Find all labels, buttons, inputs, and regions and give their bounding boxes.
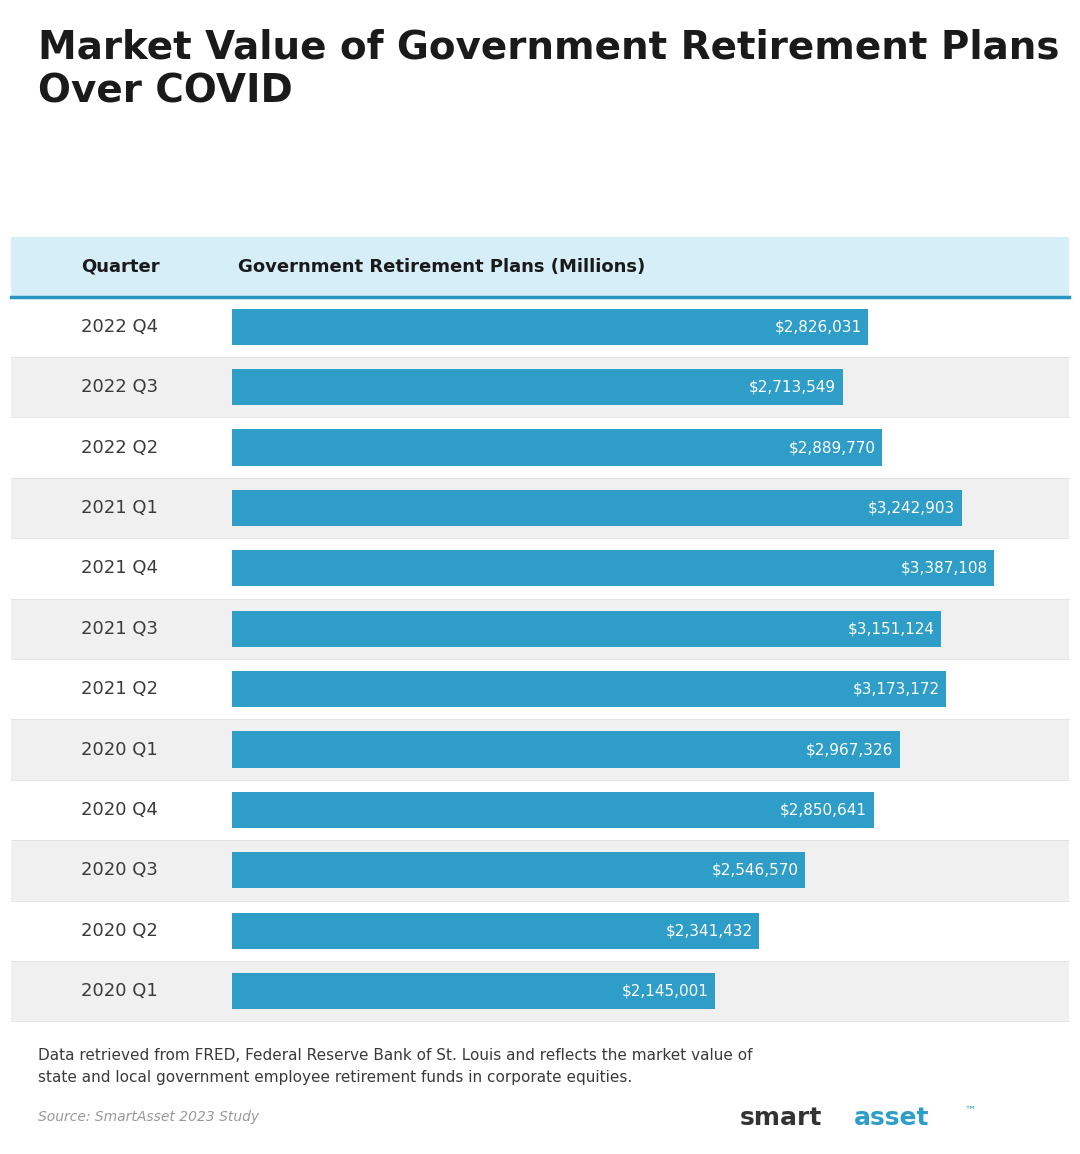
FancyBboxPatch shape bbox=[11, 659, 1069, 719]
FancyBboxPatch shape bbox=[11, 538, 1069, 599]
Text: 2020 Q1: 2020 Q1 bbox=[81, 741, 158, 758]
FancyBboxPatch shape bbox=[11, 297, 1069, 357]
Text: 2020 Q1: 2020 Q1 bbox=[81, 982, 158, 1001]
FancyBboxPatch shape bbox=[232, 973, 715, 1010]
Text: 2020 Q4: 2020 Q4 bbox=[81, 801, 158, 819]
Text: $2,967,326: $2,967,326 bbox=[806, 742, 893, 757]
FancyBboxPatch shape bbox=[11, 780, 1069, 840]
Text: $2,850,641: $2,850,641 bbox=[780, 802, 867, 817]
Text: 2021 Q1: 2021 Q1 bbox=[81, 499, 158, 517]
FancyBboxPatch shape bbox=[232, 913, 759, 949]
Text: 2020 Q3: 2020 Q3 bbox=[81, 861, 158, 879]
Text: 2020 Q2: 2020 Q2 bbox=[81, 922, 158, 939]
FancyBboxPatch shape bbox=[11, 478, 1069, 538]
FancyBboxPatch shape bbox=[11, 357, 1069, 418]
Text: $3,387,108: $3,387,108 bbox=[901, 561, 988, 576]
Text: $3,173,172: $3,173,172 bbox=[852, 682, 940, 697]
FancyBboxPatch shape bbox=[232, 308, 868, 345]
Text: 2022 Q4: 2022 Q4 bbox=[81, 317, 158, 336]
Text: Market Value of Government Retirement Plans
Over COVID: Market Value of Government Retirement Pl… bbox=[38, 29, 1059, 111]
Text: $3,242,903: $3,242,903 bbox=[868, 501, 956, 516]
Text: $3,151,124: $3,151,124 bbox=[848, 621, 934, 636]
FancyBboxPatch shape bbox=[11, 599, 1069, 659]
FancyBboxPatch shape bbox=[11, 961, 1069, 1021]
FancyBboxPatch shape bbox=[232, 670, 946, 707]
Text: $2,546,570: $2,546,570 bbox=[712, 863, 799, 878]
FancyBboxPatch shape bbox=[11, 840, 1069, 900]
Text: $2,889,770: $2,889,770 bbox=[788, 440, 876, 455]
Text: 2021 Q4: 2021 Q4 bbox=[81, 560, 158, 577]
FancyBboxPatch shape bbox=[232, 429, 882, 466]
FancyBboxPatch shape bbox=[232, 792, 874, 829]
Text: 2021 Q2: 2021 Q2 bbox=[81, 680, 158, 698]
FancyBboxPatch shape bbox=[232, 732, 900, 767]
FancyBboxPatch shape bbox=[11, 418, 1069, 478]
Text: $2,145,001: $2,145,001 bbox=[621, 983, 708, 998]
Text: Quarter: Quarter bbox=[81, 257, 160, 276]
FancyBboxPatch shape bbox=[232, 489, 962, 526]
FancyBboxPatch shape bbox=[11, 719, 1069, 780]
FancyBboxPatch shape bbox=[232, 550, 995, 586]
Text: $2,341,432: $2,341,432 bbox=[665, 923, 753, 938]
Text: $2,713,549: $2,713,549 bbox=[750, 380, 836, 395]
FancyBboxPatch shape bbox=[232, 369, 842, 405]
Text: asset: asset bbox=[854, 1106, 930, 1130]
Text: Government Retirement Plans (Millions): Government Retirement Plans (Millions) bbox=[238, 257, 645, 276]
Text: 2022 Q3: 2022 Q3 bbox=[81, 379, 158, 396]
FancyBboxPatch shape bbox=[11, 237, 1069, 297]
FancyBboxPatch shape bbox=[232, 610, 941, 647]
Text: smart: smart bbox=[740, 1106, 822, 1130]
Text: Source: SmartAsset 2023 Study: Source: SmartAsset 2023 Study bbox=[38, 1110, 259, 1124]
Text: Data retrieved from FRED, Federal Reserve Bank of St. Louis and reflects the mar: Data retrieved from FRED, Federal Reserv… bbox=[38, 1048, 753, 1085]
Text: 2022 Q2: 2022 Q2 bbox=[81, 439, 158, 457]
Text: ™: ™ bbox=[964, 1106, 975, 1116]
Text: 2021 Q3: 2021 Q3 bbox=[81, 620, 158, 638]
FancyBboxPatch shape bbox=[232, 852, 806, 889]
FancyBboxPatch shape bbox=[11, 900, 1069, 961]
Text: $2,826,031: $2,826,031 bbox=[774, 320, 862, 335]
